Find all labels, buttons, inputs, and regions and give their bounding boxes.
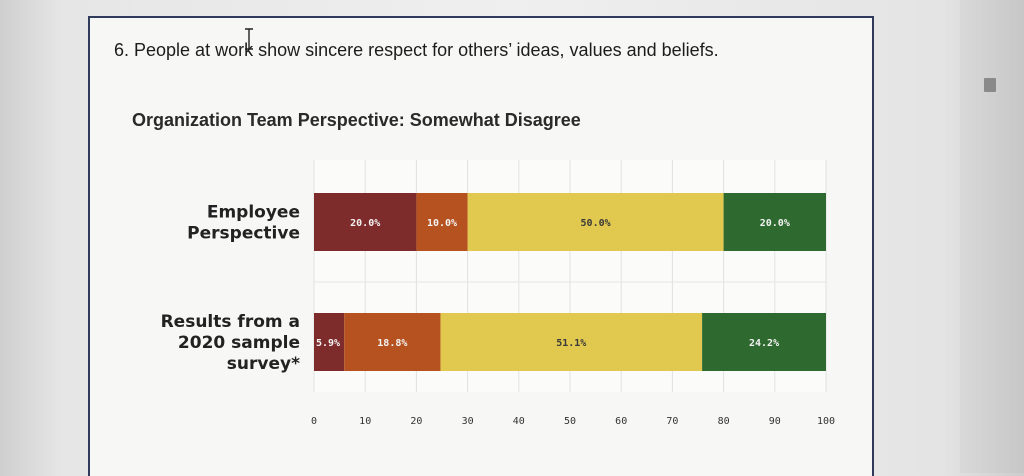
x-tick-label: 100 (817, 416, 835, 427)
x-tick-label: 60 (615, 416, 627, 427)
data-label: 5.9% (316, 338, 340, 349)
chart-title: Organization Team Perspective: Somewhat … (132, 110, 581, 130)
bar-segment (702, 313, 826, 371)
category-label: 2020 sample (178, 333, 300, 353)
x-tick-label: 70 (666, 416, 678, 427)
bar-segment (314, 193, 417, 251)
x-tick-label: 20 (410, 416, 422, 427)
bar-segment (440, 313, 703, 371)
scroll-tab[interactable] (984, 78, 996, 92)
data-label: 50.0% (581, 218, 611, 229)
category-label: Employee (207, 203, 300, 223)
bar-segment (467, 193, 724, 251)
data-label: 18.8% (377, 338, 407, 349)
data-label: 20.0% (350, 218, 380, 229)
data-label: 24.2% (749, 338, 779, 349)
x-tick-label: 10 (359, 416, 371, 427)
question-text: 6. People at work show sincere respect f… (114, 40, 719, 60)
bar-segment (416, 193, 468, 251)
x-tick-label: 0 (311, 416, 317, 427)
bar-segment (344, 313, 441, 371)
category-label: Results from a (161, 312, 300, 332)
x-tick-label: 30 (462, 416, 474, 427)
text-cursor-icon (245, 28, 253, 50)
category-label: Perspective (187, 224, 300, 244)
data-label: 20.0% (760, 218, 790, 229)
x-tick-label: 40 (513, 416, 525, 427)
category-label: survey* (227, 354, 300, 374)
x-tick-label: 50 (564, 416, 576, 427)
bar-segment (314, 313, 345, 371)
x-tick-label: 90 (769, 416, 781, 427)
bar-segment (723, 193, 826, 251)
x-tick-label: 80 (718, 416, 730, 427)
data-label: 10.0% (427, 218, 457, 229)
data-label: 51.1% (556, 338, 586, 349)
